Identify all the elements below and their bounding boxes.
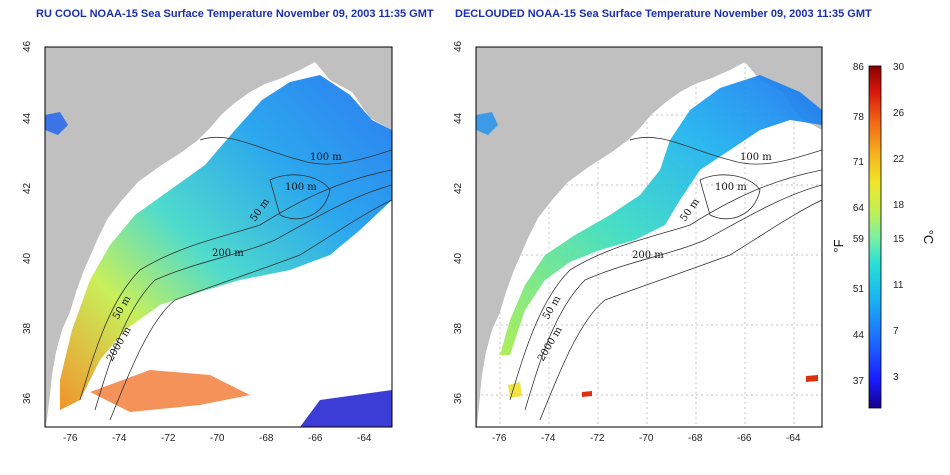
right-bay-patch	[476, 112, 498, 135]
lat-tick: 46	[22, 40, 33, 52]
lat-tick: 42	[453, 182, 464, 194]
right-sst-field	[500, 75, 822, 355]
celsius-tick: 26	[893, 108, 905, 119]
right-lat-axis: 46 44 42 40 38 36	[453, 40, 464, 404]
left-sst-field	[60, 75, 392, 410]
celsius-tick: 7	[893, 326, 899, 337]
lon-tick: -72	[161, 433, 176, 444]
lon-tick: -68	[259, 433, 274, 444]
lon-tick: -74	[541, 433, 556, 444]
celsius-tick: 22	[893, 154, 905, 165]
fahrenheit-tick: 86	[853, 62, 865, 73]
left-contour-label: 100 m	[310, 152, 342, 163]
left-contour-label: 200 m	[212, 248, 244, 259]
left-bathymetry	[79, 136, 392, 421]
fahrenheit-tick: 71	[853, 157, 865, 168]
celsius-tick: 3	[893, 372, 899, 383]
lat-tick: 36	[22, 392, 33, 404]
colorbar-gradient	[868, 65, 882, 409]
lat-tick: 38	[453, 322, 464, 334]
right-contour-label: 200 m	[632, 250, 664, 261]
right-map-frame	[475, 46, 823, 428]
lon-tick: -74	[112, 433, 127, 444]
lat-tick: 44	[22, 112, 33, 124]
left-map-title: RU COOL NOAA-15 Sea Surface Temperature …	[36, 8, 434, 20]
lon-tick: -66	[308, 433, 323, 444]
lon-tick: -64	[357, 433, 372, 444]
right-map: 100 m 100 m 50 m 200 m 50 m 2000 m 46 44…	[453, 40, 823, 444]
lat-tick: 44	[453, 112, 464, 124]
lon-tick: -66	[737, 433, 752, 444]
right-map-title: DECLOUDED NOAA-15 Sea Surface Temperatur…	[455, 8, 872, 20]
celsius-tick: 30	[893, 62, 905, 73]
left-bay-patch	[45, 112, 68, 135]
celsius-tick: 15	[893, 234, 905, 245]
lat-tick: 36	[453, 392, 464, 404]
lat-tick: 40	[453, 252, 464, 264]
right-warm-spot	[806, 375, 818, 382]
lon-tick: -64	[786, 433, 801, 444]
left-cloud-band	[140, 285, 392, 380]
left-map-frame	[44, 46, 393, 428]
lon-tick: -70	[210, 433, 225, 444]
lon-tick: -76	[492, 433, 507, 444]
fahrenheit-unit-label: °F	[831, 239, 846, 252]
celsius-unit-label: °C	[921, 230, 936, 245]
celsius-tick: 18	[893, 200, 905, 211]
fahrenheit-tick: 44	[853, 330, 865, 341]
lat-tick: 38	[22, 322, 33, 334]
lon-tick: -76	[63, 433, 78, 444]
fahrenheit-tick: 37	[853, 376, 865, 387]
lon-tick: -72	[590, 433, 605, 444]
colorbar: 86 78 71 64 59 51 44 37 30 26 22 18 15 1…	[831, 62, 936, 409]
left-land-nova-scotia	[350, 47, 392, 80]
right-warm-spot	[582, 391, 592, 397]
lon-tick: -70	[639, 433, 654, 444]
left-contour-label: 100 m	[285, 182, 317, 193]
lon-tick: -68	[688, 433, 703, 444]
fahrenheit-tick: 78	[853, 112, 865, 123]
fahrenheit-tick: 59	[853, 234, 865, 245]
lat-tick: 40	[22, 252, 33, 264]
lat-tick: 42	[22, 182, 33, 194]
lat-tick: 46	[453, 40, 464, 52]
left-lat-axis: 46 44 42 40 38 36	[22, 40, 33, 404]
right-contour-label: 100 m	[740, 152, 772, 163]
right-lon-axis: -76 -74 -72 -70 -68 -66 -64	[492, 433, 801, 444]
right-bathymetry	[509, 136, 822, 421]
left-gulf-stream-warm	[90, 370, 250, 412]
fahrenheit-tick: 64	[853, 203, 865, 214]
right-land	[476, 47, 822, 427]
left-land	[45, 47, 392, 427]
left-lon-axis: -76 -74 -72 -70 -68 -66 -64	[63, 433, 372, 444]
fahrenheit-tick: 51	[853, 284, 865, 295]
left-map: 100 m 100 m 50 m 200 m 50 m 2000 m 46 44…	[22, 40, 393, 444]
left-cold-patch	[300, 390, 392, 427]
right-contour-label: 100 m	[715, 182, 747, 193]
celsius-tick: 11	[893, 280, 904, 291]
